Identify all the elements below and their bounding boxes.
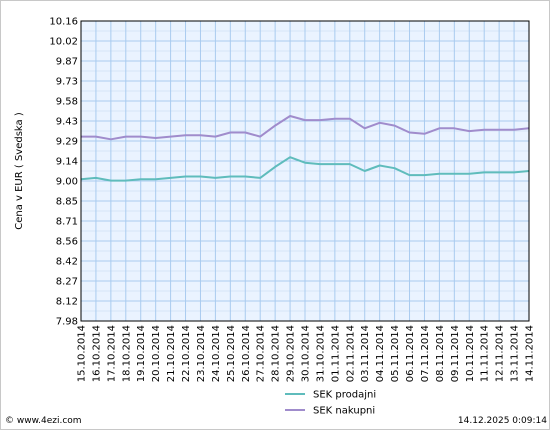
- y-tick-label: 10.16: [49, 17, 78, 28]
- x-tick-label: 04.11.2014: [375, 325, 386, 382]
- series-line-2: [81, 115, 530, 141]
- footer-timestamp: 14.12.2025 0:09:14: [458, 416, 547, 426]
- y-tick-labels: 10.16 10.02 9.87 9.73 9.58 9.43 9.29 9.14 9.00 8.…: [49, 17, 78, 328]
- y-tick-label: 8.85: [56, 197, 78, 208]
- x-tick-label: 08.11.2014: [435, 325, 446, 382]
- x-tick-label: 23.10.2014: [196, 325, 207, 382]
- x-tick-label: 11.11.2014: [480, 325, 491, 382]
- x-tick-label: 22.10.2014: [181, 325, 192, 382]
- y-tick-label: 10.02: [49, 37, 78, 48]
- legend: SEK prodajni SEK nakupni: [285, 390, 376, 417]
- x-tick-label: 17.10.2014: [106, 325, 117, 382]
- x-tick-label: 06.11.2014: [405, 325, 416, 382]
- y-tick-label: 8.56: [56, 237, 78, 248]
- y-tick-label: 9.73: [56, 77, 78, 88]
- series-line-1: [80, 156, 530, 182]
- x-tick-label: 12.11.2014: [495, 325, 506, 382]
- y-tick-label: 8.42: [56, 257, 78, 268]
- x-tick-label: 15.10.2014: [77, 325, 88, 382]
- x-tick-label: 01.11.2014: [330, 325, 341, 382]
- x-tick-label: 20.10.2014: [151, 325, 162, 382]
- legend-label: SEK nakupni: [313, 406, 375, 417]
- y-tick-label: 8.71: [56, 217, 78, 228]
- x-tick-label: 21.10.2014: [166, 325, 177, 382]
- y-tick-label: 8.12: [56, 297, 78, 308]
- x-tick-label: 05.11.2014: [390, 325, 401, 382]
- y-tick-label: 9.14: [56, 157, 78, 168]
- x-tick-label: 25.10.2014: [226, 325, 237, 382]
- y-tick-label: 9.00: [56, 177, 78, 188]
- x-tick-label: 10.11.2014: [465, 325, 476, 382]
- x-tick-label: 03.11.2014: [360, 325, 371, 382]
- x-tick-label: 31.10.2014: [315, 325, 326, 382]
- x-tick-label: 18.10.2014: [121, 325, 132, 382]
- x-tick-label: 28.10.2014: [271, 325, 282, 382]
- y-tick-label: 9.87: [56, 57, 78, 68]
- x-tick-label: 07.11.2014: [420, 325, 431, 382]
- grid-lines: [80, 20, 530, 322]
- x-tick-label: 19.10.2014: [136, 325, 147, 382]
- series-lines: [80, 115, 530, 182]
- y-tick-label: 7.98: [56, 317, 78, 328]
- legend-label: SEK prodajni: [313, 390, 376, 401]
- x-tick-label: 02.11.2014: [345, 325, 356, 382]
- y-tick-label: 8.27: [56, 277, 78, 288]
- y-tick-label: 9.58: [56, 97, 78, 108]
- x-tick-label: 24.10.2014: [211, 325, 222, 382]
- footer-source: © www.4ezi.com: [5, 416, 82, 426]
- x-tick-label: 30.10.2014: [301, 325, 312, 382]
- x-tick-label: 27.10.2014: [256, 325, 267, 382]
- x-tick-label: 16.10.2014: [91, 325, 102, 382]
- x-tick-label: 26.10.2014: [241, 325, 252, 382]
- x-tick-label: 29.10.2014: [286, 325, 297, 382]
- y-axis-label: Cena v EUR ( Svedska ): [14, 112, 25, 230]
- x-tick-label: 14.11.2014: [525, 325, 536, 382]
- plot-border: [80, 20, 530, 322]
- y-tick-label: 9.43: [56, 117, 78, 128]
- x-tick-label: 13.11.2014: [510, 325, 521, 382]
- x-tick-labels: 15.10.2014 16.10.2014 17.10.2014 18.10.2014…: [77, 325, 536, 382]
- x-tick-label: 09.11.2014: [450, 325, 461, 382]
- y-tick-label: 9.29: [56, 137, 78, 148]
